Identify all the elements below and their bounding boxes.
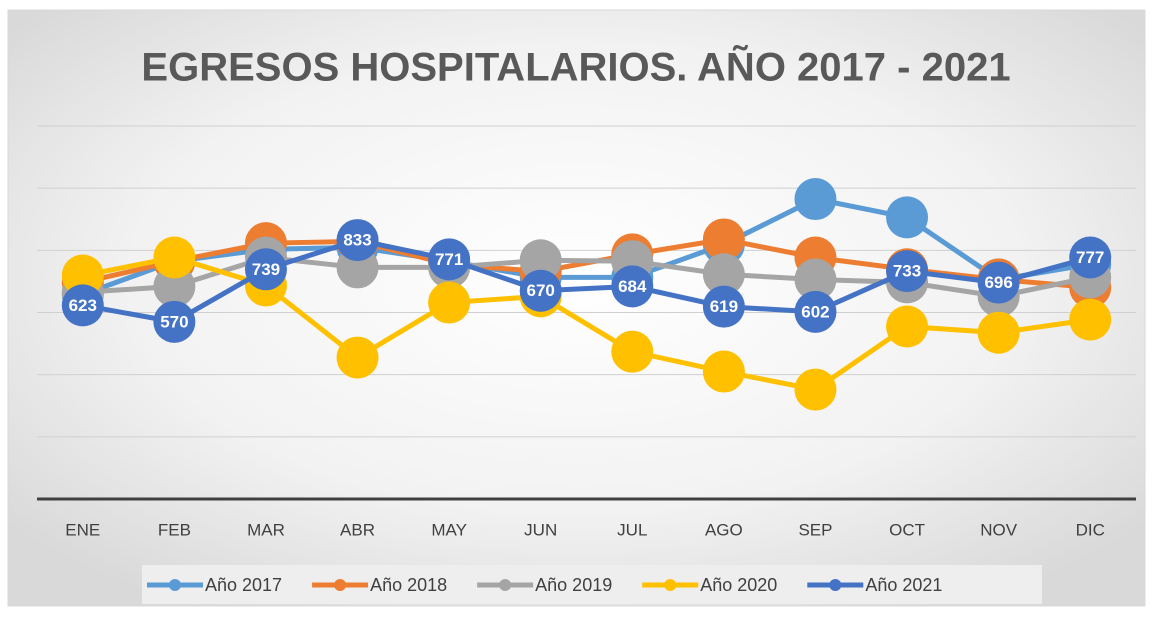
marker [611,330,654,373]
legend-label: Año 2020 [700,575,777,595]
legend-label: Año 2019 [535,575,612,595]
marker [886,196,929,239]
marker [702,253,745,296]
legend-label: Año 2021 [865,575,942,595]
marker [61,284,104,327]
marker [702,285,745,328]
marker [153,236,196,279]
marker [886,305,929,348]
legend-marker [499,579,512,591]
x-tick-label: FEB [158,520,191,539]
marker [336,219,379,262]
data-label: 696 [984,273,1012,292]
marker [1069,236,1112,279]
marker [977,311,1020,354]
data-label: 670 [527,281,555,300]
data-label: 684 [618,277,647,296]
data-label: 739 [252,260,280,279]
marker [153,265,196,308]
legend-label: Año 2017 [205,575,282,595]
marker [336,336,379,379]
data-label: 733 [893,262,921,281]
marker [519,269,562,312]
x-tick-label: AGO [705,520,743,539]
marker [977,261,1020,304]
data-label: 623 [69,296,97,315]
marker [702,218,745,261]
x-tick-label: JUL [617,520,647,539]
legend-marker [334,579,347,591]
marker [794,178,837,221]
x-tick-label: SEP [798,520,832,539]
marker [244,248,287,291]
marker [153,300,196,343]
marker [428,238,471,281]
x-tick-label: MAY [431,520,467,539]
data-label: 602 [801,302,829,321]
marker [794,368,837,411]
marker [61,254,104,297]
legend-marker [664,579,677,591]
data-label: 570 [160,312,188,331]
data-label: 771 [435,250,463,269]
marker [794,290,837,333]
x-tick-label: ABR [340,520,375,539]
x-tick-label: ENE [65,520,100,539]
data-label: 619 [710,297,738,316]
data-label: 833 [343,231,371,250]
marker [1069,298,1112,341]
data-label: 777 [1076,248,1104,267]
marker [702,350,745,393]
x-tick-label: MAR [247,520,285,539]
x-tick-label: DIC [1076,520,1105,539]
marker [519,239,562,282]
legend-marker [169,579,181,591]
legend-box [142,565,1042,604]
x-tick-label: JUN [524,520,557,539]
marker [794,258,837,301]
marker [886,250,929,293]
x-tick-label: OCT [889,520,925,539]
legend-label: Año 2018 [370,575,447,595]
marker [428,281,471,324]
x-tick-label: NOV [980,520,1018,539]
marker [611,265,654,308]
chart-title: EGRESOS HOSPITALARIOS. AÑO 2017 - 2021 [141,44,1010,90]
legend-marker [829,579,842,591]
